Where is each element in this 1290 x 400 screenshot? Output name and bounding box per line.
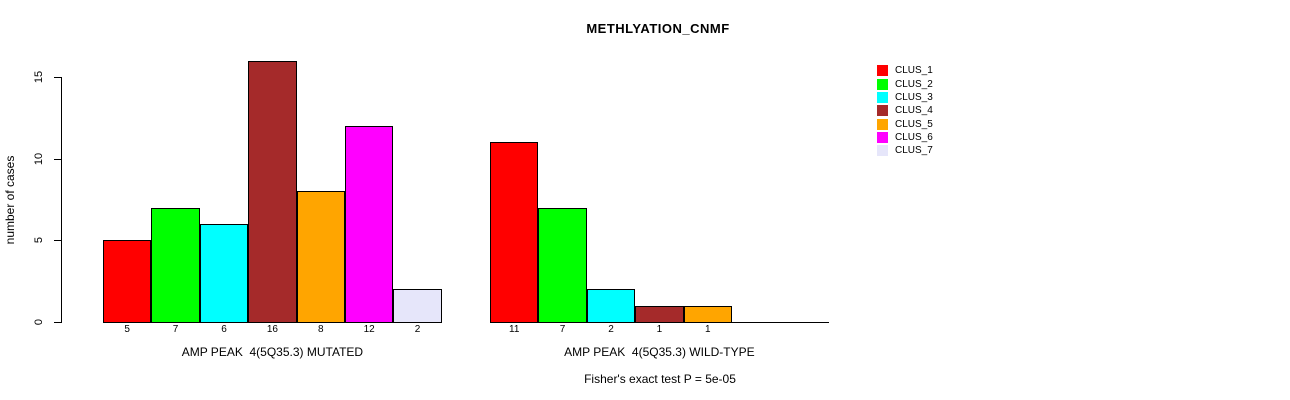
legend-label-clus_4: CLUS_4 (895, 105, 933, 117)
y-axis-line (61, 77, 62, 323)
fisher-test-note: Fisher's exact test P = 5e-05 (584, 372, 736, 386)
bar-value-label: 2 (608, 324, 614, 335)
bar-mutated-clus_5 (296, 191, 345, 323)
bar-wild-type-clus_1 (490, 142, 539, 323)
bar-value-label: 11 (509, 324, 520, 335)
bar-value-label: 5 (124, 324, 130, 335)
chart-title: METHLYATION_CNMF (586, 21, 730, 36)
bar-mutated-clus_6 (345, 126, 394, 323)
bar-value-label: 7 (172, 324, 179, 335)
y-tick-label: 5 (33, 237, 45, 244)
bar-wild-type-clus_3 (586, 289, 636, 323)
legend-label-clus_5: CLUS_5 (895, 118, 933, 130)
y-tick-label: 15 (33, 71, 45, 84)
legend-label-clus_3: CLUS_3 (895, 92, 933, 103)
legend-label-clus_7: CLUS_7 (895, 145, 933, 157)
bar-wild-type-clus_2 (538, 207, 587, 323)
group-axis-label-wild-type: AMP PEAK 4(5Q35.3) WILD-TYPE (564, 345, 755, 359)
bar-value-label: 1 (656, 324, 663, 335)
bar-value-label: 6 (221, 324, 227, 335)
legend-label-clus_1: CLUS_1 (895, 65, 933, 77)
y-axis-title: number of cases (3, 155, 17, 245)
bar-mutated-clus_3 (199, 224, 249, 323)
y-tick (54, 158, 61, 160)
y-tick (54, 322, 61, 323)
legend-label-clus_6: CLUS_6 (895, 132, 933, 144)
bar-wild-type-clus_4 (635, 305, 684, 323)
bar-value-label: 16 (266, 324, 278, 335)
legend-swatch-clus_6 (877, 132, 888, 144)
bar-mutated-clus_7 (393, 289, 442, 323)
bar-mutated-clus_4 (248, 60, 297, 323)
bar-mutated-clus_2 (151, 207, 200, 323)
legend-label-clus_2: CLUS_2 (895, 78, 933, 90)
y-tick (54, 240, 61, 242)
legend-swatch-clus_5 (877, 118, 888, 130)
bar-mutated-clus_1 (103, 240, 152, 323)
legend-swatch-clus_3 (877, 92, 888, 103)
bar-value-label: 1 (705, 324, 711, 335)
bar-value-label: 8 (318, 324, 324, 335)
bar-value-label: 12 (363, 324, 375, 335)
bar-wild-type-clus_5 (683, 305, 732, 323)
legend-swatch-clus_2 (877, 78, 888, 90)
y-tick-label: 10 (33, 152, 45, 165)
legend-swatch-clus_1 (877, 65, 888, 77)
legend-swatch-clus_7 (877, 145, 888, 157)
y-tick (54, 77, 61, 79)
legend-swatch-clus_4 (877, 105, 888, 117)
group-axis-label-mutated: AMP PEAK 4(5Q35.3) MUTATED (181, 345, 364, 359)
bar-value-label: 7 (559, 324, 566, 335)
bar-value-label: 2 (414, 324, 421, 335)
y-tick-label: 0 (33, 318, 45, 326)
